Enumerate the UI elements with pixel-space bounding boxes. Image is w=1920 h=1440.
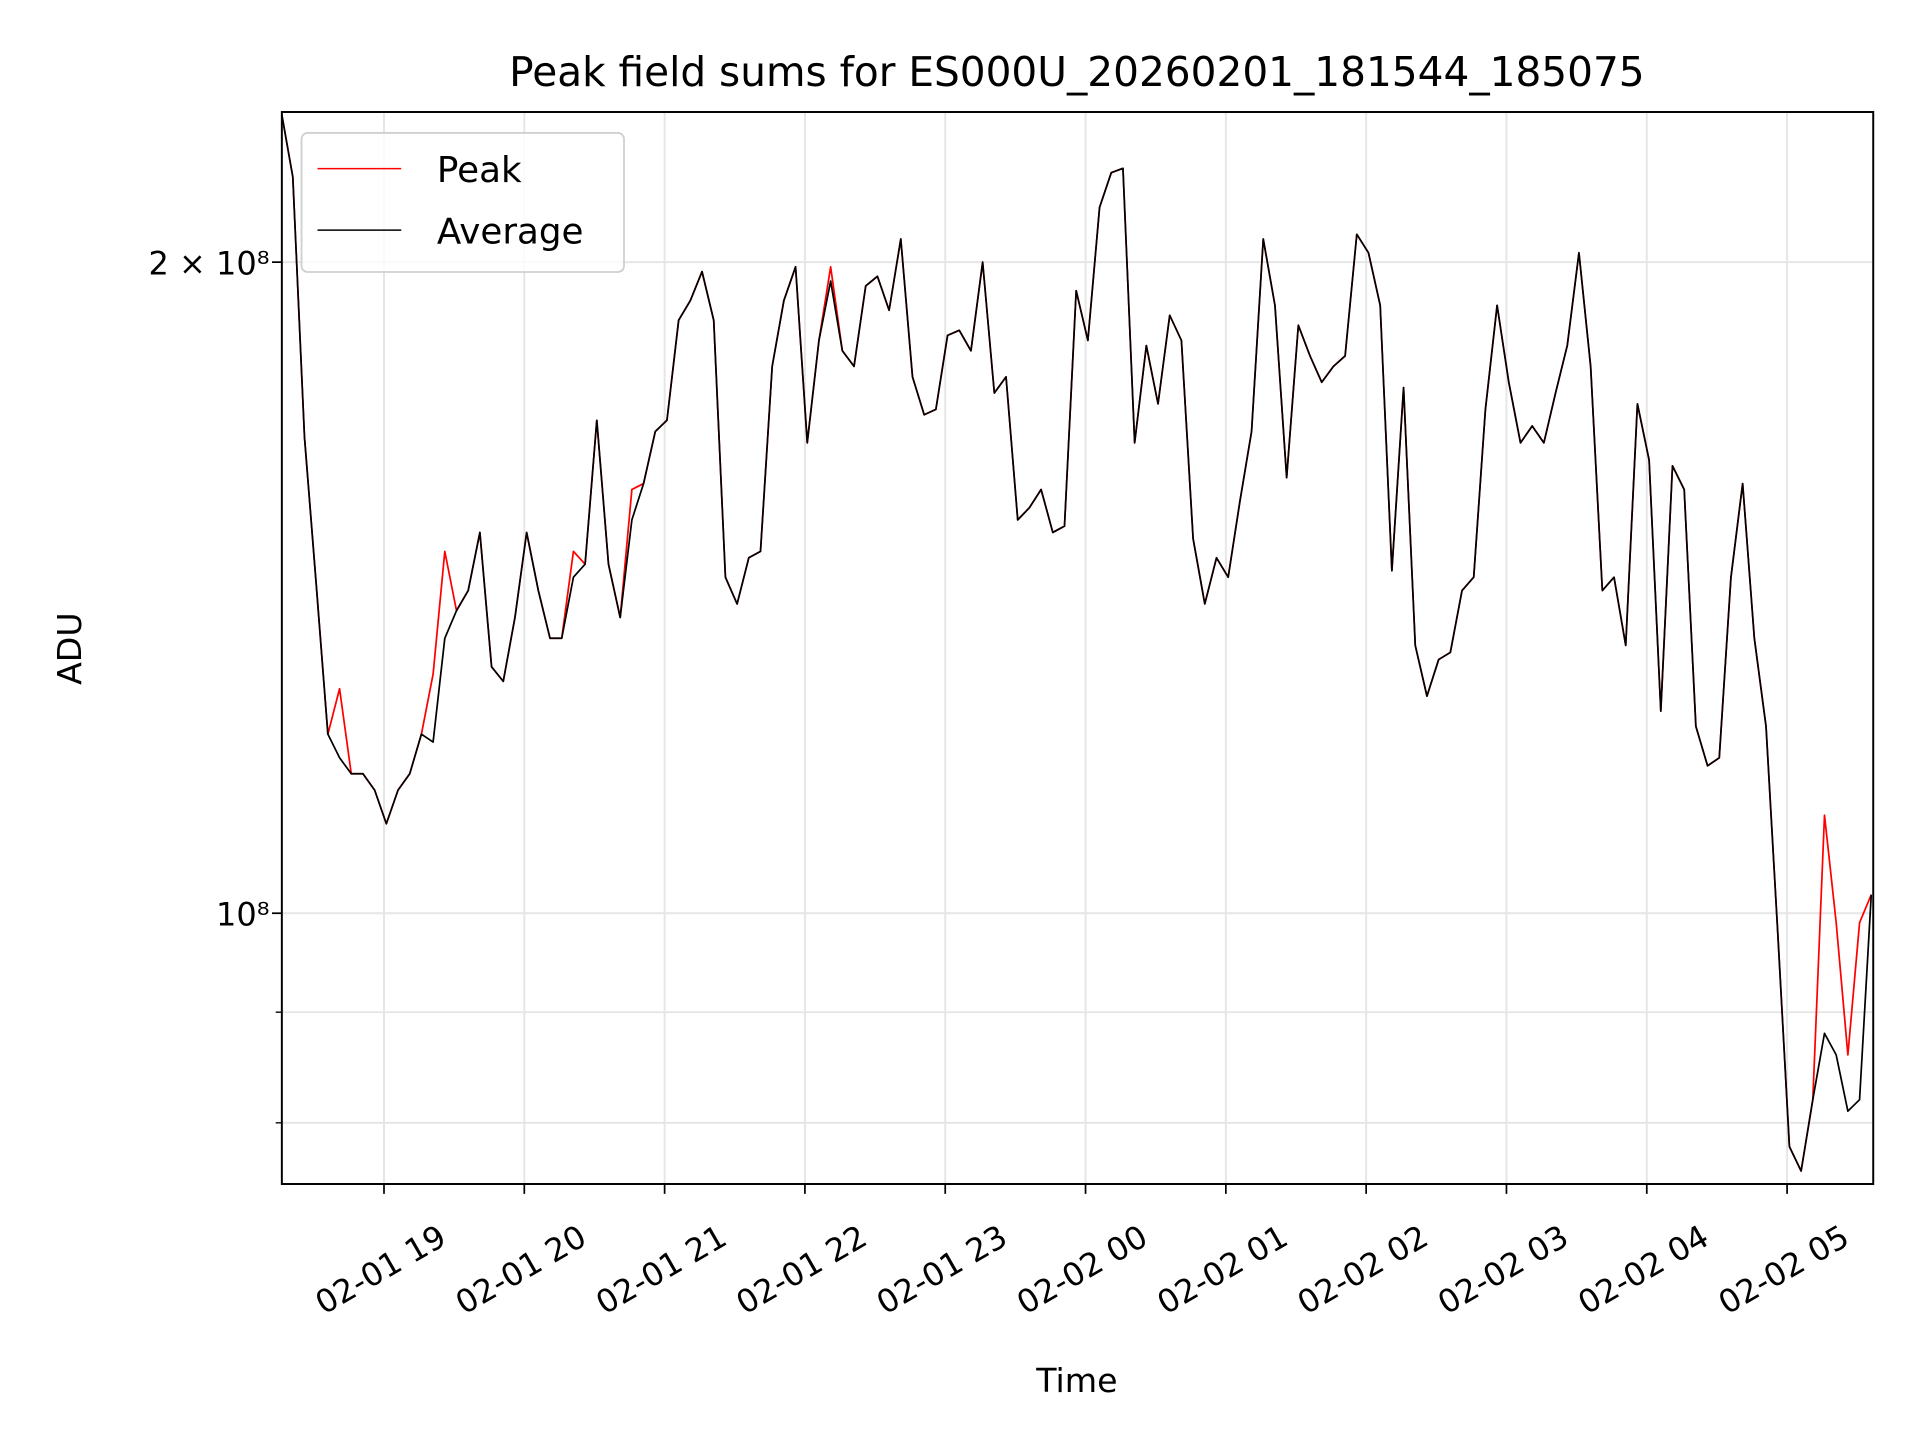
plot-frame [280,111,1875,1185]
y-axis: 10⁸ 2 × 10⁸ [148,244,282,1124]
legend-box [300,132,625,273]
series-group [281,112,1873,1172]
x-axis-label: Time [1035,1361,1117,1400]
legend-label-average: Average [437,212,584,253]
grid [281,112,1874,1184]
y-tick-label: 10⁸ [216,896,270,934]
y-tick-label: 2 × 10⁸ [148,244,269,282]
y-axis-label: ADU [50,612,89,685]
chart-title: Peak field sums for ES000U_20260201_1815… [509,48,1644,96]
legend-label-peak: Peak [437,150,522,191]
series-line-average [281,112,1873,1172]
legend: Peak Average [300,132,625,273]
